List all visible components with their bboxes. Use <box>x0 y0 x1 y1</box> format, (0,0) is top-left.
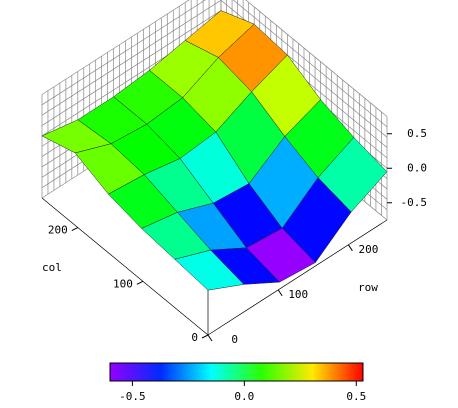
colorbar-tick-label: 0.5 <box>346 390 366 403</box>
z-tick-label: 0.5 <box>407 127 427 140</box>
y-tick-label: 100 <box>113 277 133 290</box>
colorbar-tick-label: -0.5 <box>119 390 146 403</box>
x-tick <box>347 244 353 252</box>
z-tick-label: 0.0 <box>407 161 427 174</box>
x-axis-label: row <box>358 281 378 294</box>
box-edge <box>41 0 222 116</box>
y-tick <box>71 227 79 231</box>
y-tick-label: 0 <box>191 331 198 344</box>
box-edge <box>232 0 388 128</box>
x-tick-label: 200 <box>359 243 379 256</box>
y-tick <box>201 334 209 339</box>
box-edge <box>41 10 222 126</box>
y-tick-label: 200 <box>48 224 68 237</box>
x-tick-label: 0 <box>231 333 238 346</box>
colorbar-tick-label: 0.0 <box>234 390 254 403</box>
x-tick-label: 100 <box>288 288 308 301</box>
surface <box>41 10 388 291</box>
box-edge <box>41 0 206 106</box>
box-edge <box>245 0 388 117</box>
box-edge <box>207 219 388 336</box>
x-tick <box>207 334 213 342</box>
axes: 0 100 200 0 100 200 0.5 0.0 -0.5 <box>41 127 428 346</box>
z-tick-label: -0.5 <box>401 196 428 209</box>
y-axis-label: col <box>42 261 62 274</box>
box-edge <box>41 0 190 95</box>
box-edge <box>41 197 209 336</box>
y-tick <box>136 280 144 285</box>
surface-cell <box>174 249 245 291</box>
colorbar <box>109 362 364 382</box>
x-tick <box>277 289 283 297</box>
